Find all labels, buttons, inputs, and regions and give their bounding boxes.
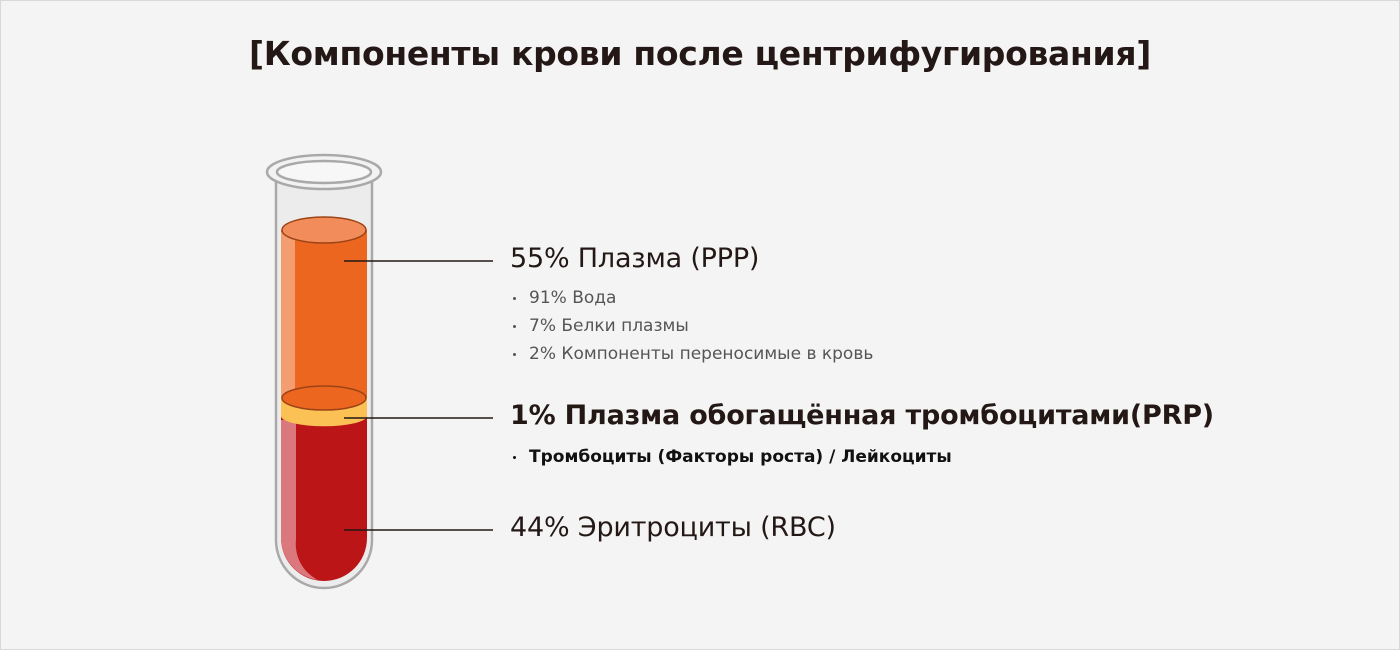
- rbc-label: 44% Эритроциты (RBC): [510, 512, 836, 543]
- plasma-components-list: 91% Вода 7% Белки плазмы 2% Компоненты п…: [510, 284, 873, 368]
- tube-rim-inner: [275, 159, 373, 185]
- plasma-label: 55% Плазма (PPP): [510, 243, 760, 274]
- list-item: Тромбоциты (Факторы роста) / Лейкоциты: [510, 443, 952, 471]
- list-item: 91% Вода: [510, 284, 873, 312]
- plasma-highlight: [281, 232, 295, 398]
- plasma-layer: [281, 230, 367, 398]
- plasma-bottom-surface: [281, 385, 367, 411]
- rbc-layer: [281, 414, 367, 581]
- plasma-top-surface: [281, 216, 367, 244]
- prp-label: 1% Плазма обогащённая тромбоцитами(PRP): [510, 400, 1214, 431]
- list-item: 2% Компоненты переносимые в кровь: [510, 340, 873, 368]
- diagram-title: [Компоненты крови после центрифугировани…: [248, 34, 1152, 73]
- rbc-highlight: [281, 420, 318, 580]
- list-item: 7% Белки плазмы: [510, 312, 873, 340]
- prp-components-list: Тромбоциты (Факторы роста) / Лейкоциты: [510, 443, 952, 471]
